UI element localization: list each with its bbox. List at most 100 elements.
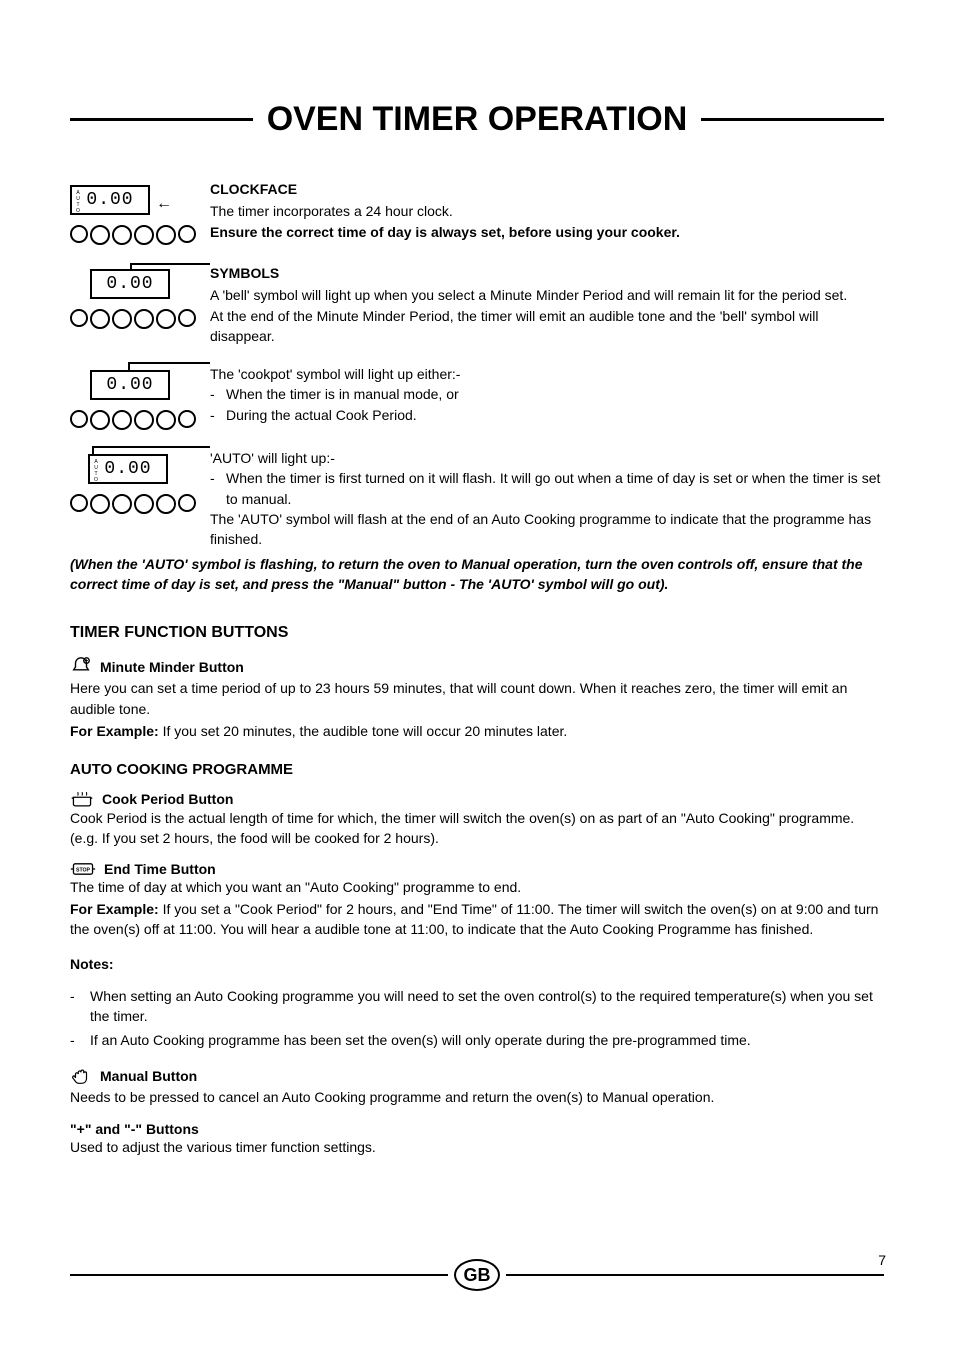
end-time-label: End Time Button [104, 861, 216, 877]
timer-button-icon [70, 309, 88, 327]
pointer-icon [130, 263, 210, 265]
bell-display: 0.00 [90, 269, 170, 299]
clockface-display: 0.00 [70, 185, 150, 215]
cook-period-heading: Cook Period Button [70, 790, 884, 808]
plus-minus-p1: Used to adjust the various timer functio… [70, 1137, 884, 1157]
symbols-auto-section: 0.00 'AUTO' will light up:- -When the ti… [70, 448, 884, 549]
cookpot-icon-col: 0.00 [70, 364, 210, 430]
timer-button-icon [70, 225, 88, 243]
dash: - [70, 986, 90, 1027]
clockface-display-value: 0.00 [86, 190, 133, 210]
notes-list: -When setting an Auto Cooking programme … [70, 986, 884, 1051]
button-row [70, 494, 210, 514]
end-time-heading: STOP End Time Button [70, 861, 884, 877]
page-title: OVEN TIMER OPERATION [253, 100, 702, 139]
button-row [70, 225, 210, 245]
timer-button-icon [112, 225, 132, 245]
example-prefix: For Example: [70, 723, 159, 739]
note1: When setting an Auto Cooking programme y… [90, 986, 884, 1027]
manual-label: Manual Button [100, 1068, 197, 1084]
button-row [70, 309, 210, 329]
example-text: If you set a "Cook Period" for 2 hours, … [70, 901, 878, 937]
plus-minus-label: "+" and "-" Buttons [70, 1121, 884, 1137]
timer-button-icon [70, 494, 88, 512]
timer-button-icon [156, 494, 176, 514]
cookpot-b2: During the actual Cook Period. [226, 405, 417, 425]
symbols-bell-section: 0.00 SYMBOLS A 'bell' symbol will light … [70, 263, 884, 346]
timer-button-icon [178, 309, 196, 327]
timer-buttons-heading: TIMER FUNCTION BUTTONS [70, 624, 884, 642]
timer-button-icon [134, 494, 154, 514]
dash: - [210, 405, 226, 425]
timer-button-icon [112, 410, 132, 430]
timer-button-icon [70, 410, 88, 428]
manual-p1: Needs to be pressed to cancel an Auto Co… [70, 1087, 884, 1107]
arrow-icon: ← [156, 195, 172, 213]
auto-icon-col: 0.00 [70, 448, 210, 514]
clockface-line1: The timer incorporates a 24 hour clock. [210, 201, 884, 221]
symbols-cookpot-section: 0.00 The 'cookpot' symbol will light up … [70, 364, 884, 430]
timer-button-icon [90, 309, 110, 329]
example-prefix: For Example: [70, 901, 159, 917]
cook-period-p1: Cook Period is the actual length of time… [70, 808, 884, 849]
end-time-p1: The time of day at which you want an "Au… [70, 877, 884, 897]
symbols-heading: SYMBOLS [210, 263, 884, 283]
footer-rule-right: 7 [506, 1274, 884, 1276]
timer-button-icon [178, 410, 196, 428]
note2: If an Auto Cooking programme has been se… [90, 1030, 751, 1050]
timer-button-icon [156, 225, 176, 245]
auto-cooking-heading: AUTO COOKING PROGRAMME [70, 761, 884, 778]
timer-button-icon [134, 225, 154, 245]
clockface-line2: Ensure the correct time of day is always… [210, 222, 884, 242]
bell-icon [70, 656, 92, 678]
pointer-icon [92, 446, 210, 448]
bell-p2: At the end of the Minute Minder Period, … [210, 306, 884, 347]
timer-button-icon [112, 309, 132, 329]
minute-minder-heading: Minute Minder Button [70, 656, 884, 678]
clockface-icon-col: 0.00 ← [70, 179, 210, 245]
stop-icon: STOP [70, 861, 96, 877]
button-row [70, 410, 210, 430]
example-text: If you set 20 minutes, the audible tone … [159, 723, 568, 739]
auto-b1: When the timer is first turned on it wil… [226, 468, 884, 509]
hand-icon [70, 1065, 92, 1087]
bell-display-value: 0.00 [106, 274, 153, 294]
footer-rule-left [70, 1274, 448, 1276]
page-number: 7 [878, 1252, 886, 1268]
timer-button-icon [134, 309, 154, 329]
timer-button-icon [90, 494, 110, 514]
cookpot-intro: The 'cookpot' symbol will light up eithe… [210, 364, 884, 384]
clockface-heading: CLOCKFACE [210, 179, 884, 199]
footer-badge: GB [454, 1259, 500, 1291]
cook-period-label: Cook Period Button [102, 791, 233, 807]
auto-note: (When the 'AUTO' symbol is flashing, to … [70, 554, 884, 595]
clockface-section: 0.00 ← CLOCKFACE The timer incorporates … [70, 179, 884, 245]
timer-button-icon [90, 225, 110, 245]
minute-minder-p1: Here you can set a time period of up to … [70, 678, 884, 719]
timer-button-icon [156, 309, 176, 329]
cookpot-display-value: 0.00 [106, 375, 153, 395]
cookpot-display: 0.00 [90, 370, 170, 400]
title-rule-right [701, 118, 884, 121]
pointer-icon [128, 362, 210, 364]
title-rule-left [70, 118, 253, 121]
timer-button-icon [112, 494, 132, 514]
timer-button-icon [134, 410, 154, 430]
minute-minder-example: For Example: If you set 20 minutes, the … [70, 721, 884, 741]
cookpot-b1: When the timer is in manual mode, or [226, 384, 459, 404]
dash: - [210, 468, 226, 509]
auto-intro: 'AUTO' will light up:- [210, 448, 884, 468]
dash: - [70, 1030, 90, 1050]
footer: GB 7 [70, 1259, 884, 1291]
svg-text:STOP: STOP [76, 867, 91, 873]
timer-button-icon [90, 410, 110, 430]
title-row: OVEN TIMER OPERATION [70, 100, 884, 139]
minute-minder-label: Minute Minder Button [100, 659, 244, 675]
auto-display: 0.00 [88, 454, 168, 484]
auto-display-value: 0.00 [104, 459, 151, 479]
timer-button-icon [178, 494, 196, 512]
bell-p1: A 'bell' symbol will light up when you s… [210, 285, 884, 305]
timer-button-icon [156, 410, 176, 430]
timer-button-icon [178, 225, 196, 243]
cookpot-icon [70, 790, 94, 808]
